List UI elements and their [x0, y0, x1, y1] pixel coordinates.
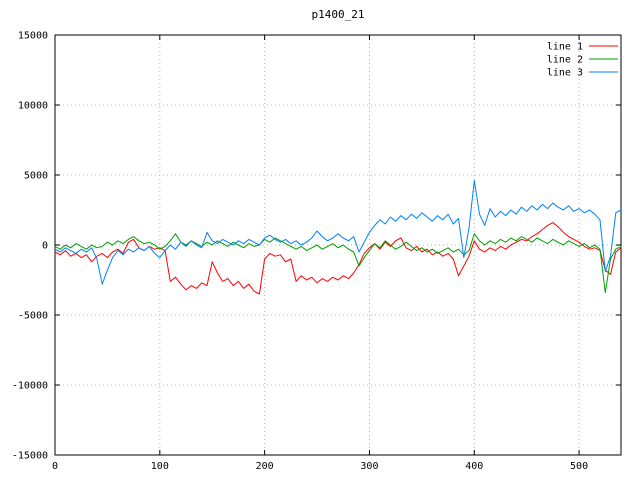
x-tick-label: 400 [465, 461, 483, 472]
y-tick-label: -10000 [12, 381, 48, 392]
y-tick-label: -5000 [18, 311, 48, 322]
series-line-2 [54, 233, 622, 294]
y-tick-label: 10000 [18, 101, 48, 112]
legend-label: line 3 [547, 68, 583, 79]
legend-label: line 2 [547, 55, 583, 66]
x-tick-label: 300 [360, 461, 378, 472]
legend-label: line 1 [547, 42, 583, 53]
chart-title: p1400_21 [311, 8, 365, 21]
y-tick-label: 15000 [18, 31, 48, 42]
y-tick-label: -15000 [12, 451, 48, 462]
y-tick-label: 5000 [24, 171, 48, 182]
x-tick-label: 0 [52, 461, 58, 472]
x-tick-label: 100 [151, 461, 169, 472]
y-tick-label: 0 [42, 241, 48, 252]
x-tick-label: 500 [570, 461, 588, 472]
x-tick-label: 200 [256, 461, 274, 472]
series-line-3 [54, 180, 622, 285]
